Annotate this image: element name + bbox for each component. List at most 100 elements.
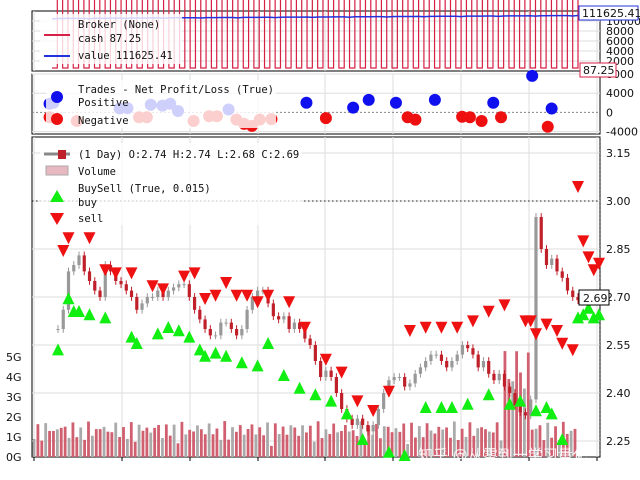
volume-bar — [550, 437, 554, 457]
sell-marker — [199, 293, 212, 305]
candle-body — [355, 418, 359, 425]
candle-body — [203, 319, 207, 329]
volume-bar — [289, 425, 293, 457]
volume-y-tick-label: 0G — [6, 451, 22, 464]
value-legend-label: value 111625.41 — [78, 50, 173, 62]
watermark: 知乎 @从零到一学习量化 — [418, 446, 588, 464]
volume-bar — [203, 434, 207, 457]
volume-bar — [281, 426, 285, 457]
candle-body — [424, 361, 428, 368]
volume-bar — [410, 422, 413, 457]
positive-trade-point — [362, 93, 375, 106]
sell-marker — [367, 405, 380, 417]
sell-marker — [157, 283, 170, 296]
volume-bar — [534, 428, 538, 457]
volume-bar — [425, 423, 429, 457]
volume-bar — [133, 441, 137, 457]
volume-bar — [328, 434, 332, 457]
volume-bar — [507, 379, 511, 457]
close-last-text: 2.69 — [583, 292, 608, 305]
volume-bar — [293, 427, 297, 457]
candle-body — [177, 284, 181, 288]
volume-legend-label: Volume — [78, 166, 116, 178]
price-y-tick-label: 2.85 — [606, 243, 631, 256]
positive-trade-point — [428, 93, 441, 106]
buy-marker — [193, 343, 206, 356]
volume-bar — [106, 431, 110, 457]
candle-body — [287, 316, 291, 329]
volume-bar — [324, 429, 328, 457]
buy-marker — [482, 388, 495, 401]
buy-marker — [172, 324, 185, 337]
volume-bar — [546, 422, 550, 457]
volume-bar — [340, 431, 343, 457]
volume-bar — [231, 427, 234, 457]
volume-bar — [277, 434, 281, 457]
sell-marker — [556, 337, 569, 350]
buy-marker — [162, 321, 175, 333]
volume-bar — [223, 421, 227, 457]
negative-trade-point — [475, 115, 488, 128]
candle-body — [371, 425, 375, 432]
volume-bar — [98, 429, 102, 457]
volume-bar — [129, 422, 133, 457]
candle-body — [324, 370, 328, 377]
candle-body — [329, 370, 333, 377]
sell-marker — [230, 289, 243, 302]
negative-trade-point — [409, 113, 422, 126]
volume-bar — [414, 437, 417, 457]
volume-bar — [172, 424, 176, 457]
volume-bar — [336, 432, 339, 457]
trades-y-tick-label: 4000 — [606, 87, 634, 100]
candle-body — [492, 373, 496, 381]
buy-marker — [130, 337, 143, 349]
value-last-box — [578, 5, 639, 21]
volume-bar — [312, 441, 316, 457]
cash-last-text: 87.25 — [583, 64, 615, 77]
volume-bar — [258, 427, 262, 457]
sell-marker — [451, 321, 464, 334]
sell-legend-label: sell — [78, 213, 103, 225]
buy-marker — [593, 308, 606, 321]
candle-body — [187, 284, 191, 297]
buy-marker — [235, 356, 248, 369]
volume-bar — [371, 434, 375, 457]
volume-bar — [464, 436, 468, 457]
volume-bar — [351, 430, 355, 457]
candle-body — [61, 309, 65, 329]
volume-bar — [161, 438, 164, 457]
candle-body — [518, 405, 522, 413]
candle-body — [319, 361, 323, 377]
volume-bar — [141, 430, 145, 457]
broker-y-tick-label: 6000 — [606, 35, 634, 48]
sell-marker — [403, 325, 416, 337]
sell-marker — [351, 395, 364, 408]
volume-bar — [59, 427, 63, 457]
volume-bar — [219, 439, 223, 457]
volume-bar — [196, 425, 199, 457]
volume-bar — [52, 430, 55, 457]
candle-body — [350, 418, 354, 425]
volume-bar — [565, 433, 569, 457]
buy-marker — [262, 337, 275, 349]
candle-body — [397, 377, 402, 378]
sell-marker — [550, 325, 563, 337]
candle-body — [340, 393, 344, 409]
trades-y-tick-label: -4000 — [606, 126, 638, 139]
sell-legend-marker — [50, 213, 64, 225]
candle-body — [255, 290, 260, 297]
positive-legend-label: Positive — [78, 97, 129, 109]
candle-body — [234, 329, 239, 336]
buysell-legend-title: BuySell (True, 0.015) — [78, 183, 211, 195]
candle-body — [182, 284, 186, 286]
volume-bar — [94, 429, 98, 457]
volume-bar — [569, 430, 573, 457]
volume-bar — [176, 443, 180, 457]
positive-trade-point — [300, 96, 313, 109]
volume-bar — [79, 427, 83, 457]
marker-layer — [52, 181, 606, 461]
buy-marker — [183, 330, 196, 343]
candle-body — [140, 303, 144, 310]
volume-bar — [530, 429, 534, 457]
sell-marker — [146, 280, 159, 293]
